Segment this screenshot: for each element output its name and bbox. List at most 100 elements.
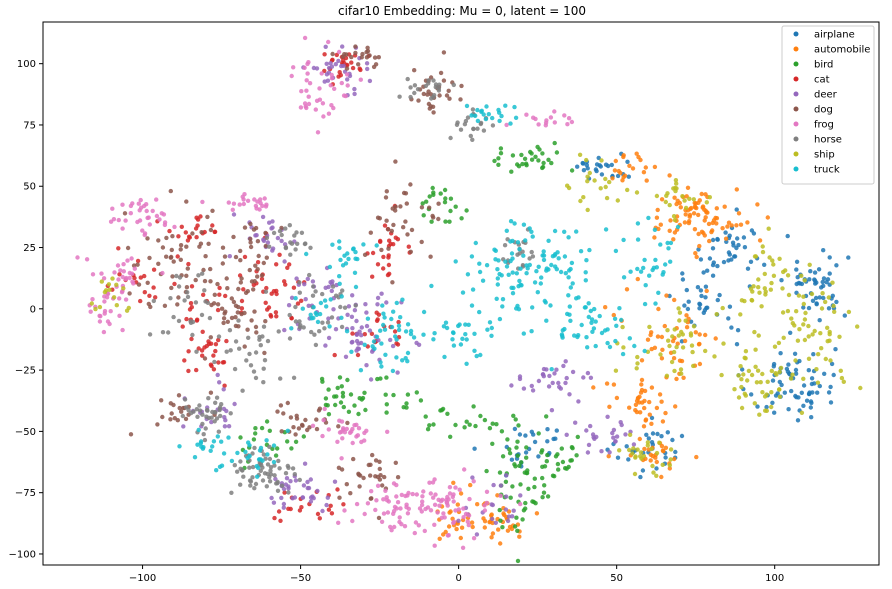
point-truck bbox=[300, 306, 305, 311]
point-deer bbox=[354, 332, 359, 337]
point-horse bbox=[310, 293, 316, 298]
legend-marker-cat bbox=[793, 76, 799, 82]
point-horse bbox=[317, 329, 322, 334]
point-deer bbox=[611, 435, 616, 440]
point-automobile bbox=[509, 526, 515, 532]
point-truck bbox=[201, 445, 206, 450]
point-automobile bbox=[678, 205, 683, 210]
point-deer bbox=[564, 432, 569, 437]
point-horse bbox=[195, 414, 200, 419]
point-horse bbox=[188, 410, 194, 416]
point-dog bbox=[314, 426, 320, 432]
point-dog bbox=[215, 281, 220, 287]
point-ship bbox=[780, 310, 786, 315]
point-ship bbox=[679, 371, 684, 376]
point-deer bbox=[613, 439, 618, 444]
point-horse bbox=[311, 284, 316, 289]
point-horse bbox=[264, 235, 270, 241]
point-truck bbox=[668, 259, 673, 264]
point-truck bbox=[588, 308, 593, 314]
point-bird bbox=[253, 431, 258, 436]
point-deer bbox=[563, 359, 568, 364]
point-dog bbox=[382, 474, 387, 480]
point-airplane bbox=[659, 434, 664, 439]
point-horse bbox=[174, 273, 179, 279]
point-ship bbox=[110, 276, 115, 281]
point-truck bbox=[257, 448, 263, 453]
point-horse bbox=[288, 252, 293, 257]
point-frog bbox=[321, 417, 326, 423]
point-bird bbox=[459, 216, 464, 221]
point-bird bbox=[293, 439, 299, 444]
point-cat bbox=[179, 224, 184, 229]
point-horse bbox=[247, 351, 252, 357]
point-automobile bbox=[672, 230, 678, 235]
point-dog bbox=[393, 204, 398, 209]
point-frog bbox=[453, 508, 458, 513]
point-airplane bbox=[581, 168, 587, 173]
point-ship bbox=[806, 356, 812, 361]
point-ship bbox=[790, 372, 795, 377]
point-dog bbox=[233, 315, 238, 320]
point-bird bbox=[418, 398, 424, 403]
point-automobile bbox=[610, 176, 615, 181]
point-ship bbox=[801, 376, 806, 381]
point-airplane bbox=[827, 255, 832, 260]
point-ship bbox=[810, 332, 815, 337]
point-horse bbox=[160, 330, 166, 335]
point-dog bbox=[330, 51, 335, 57]
point-bird bbox=[515, 558, 521, 564]
point-truck bbox=[318, 300, 324, 306]
point-airplane bbox=[686, 299, 691, 304]
point-airplane bbox=[789, 388, 794, 394]
point-automobile bbox=[682, 338, 688, 344]
point-dog bbox=[249, 318, 254, 323]
point-ship bbox=[687, 196, 692, 201]
point-dog bbox=[275, 409, 280, 414]
point-ship bbox=[111, 295, 117, 300]
point-bird bbox=[500, 454, 506, 459]
point-dog bbox=[252, 279, 257, 284]
point-dog bbox=[366, 462, 371, 468]
point-ship bbox=[760, 371, 765, 377]
point-deer bbox=[232, 401, 237, 407]
point-deer bbox=[314, 66, 320, 71]
point-cat bbox=[387, 238, 392, 243]
point-automobile bbox=[647, 412, 652, 417]
point-deer bbox=[529, 383, 534, 389]
point-ship bbox=[603, 176, 608, 182]
point-bird bbox=[517, 463, 522, 468]
point-bird bbox=[519, 152, 524, 158]
point-dog bbox=[376, 55, 381, 60]
point-dog bbox=[201, 267, 206, 273]
point-ship bbox=[680, 345, 686, 350]
point-bird bbox=[285, 439, 290, 444]
point-dog bbox=[206, 241, 211, 246]
point-airplane bbox=[703, 295, 708, 300]
point-frog bbox=[369, 489, 374, 494]
point-dog bbox=[303, 417, 308, 423]
point-bird bbox=[335, 385, 340, 391]
point-ship bbox=[704, 200, 709, 205]
point-horse bbox=[297, 280, 302, 285]
point-dog bbox=[239, 311, 244, 317]
point-airplane bbox=[665, 430, 670, 435]
point-bird bbox=[532, 484, 537, 490]
point-ship bbox=[820, 291, 825, 296]
point-truck bbox=[343, 261, 349, 266]
point-ship bbox=[762, 394, 768, 399]
point-ship bbox=[754, 380, 760, 385]
point-frog bbox=[453, 485, 458, 490]
point-horse bbox=[200, 412, 205, 417]
point-ship bbox=[114, 303, 120, 308]
point-automobile bbox=[501, 511, 506, 516]
point-truck bbox=[506, 272, 511, 277]
point-truck bbox=[584, 335, 589, 340]
point-frog bbox=[335, 439, 340, 444]
point-dog bbox=[211, 301, 217, 306]
point-airplane bbox=[762, 262, 767, 267]
point-frog bbox=[123, 218, 128, 223]
point-automobile bbox=[591, 385, 596, 390]
point-dog bbox=[222, 311, 227, 316]
point-ship bbox=[819, 306, 825, 311]
